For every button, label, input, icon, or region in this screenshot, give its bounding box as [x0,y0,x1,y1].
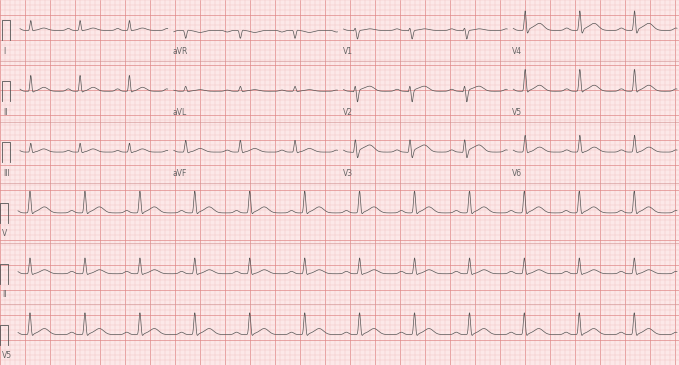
Text: V4: V4 [512,47,522,56]
Text: V5: V5 [512,108,522,117]
Text: V2: V2 [342,108,352,117]
Text: II: II [2,290,7,299]
Text: V: V [2,230,7,238]
Text: V3: V3 [342,169,352,178]
Text: aVL: aVL [172,108,187,117]
Text: II: II [3,108,7,117]
Text: aVR: aVR [172,47,188,56]
Text: I: I [3,47,5,56]
Text: III: III [3,169,10,178]
Text: V5: V5 [2,351,12,360]
Text: aVF: aVF [172,169,187,178]
Text: V6: V6 [512,169,522,178]
Text: V1: V1 [342,47,352,56]
